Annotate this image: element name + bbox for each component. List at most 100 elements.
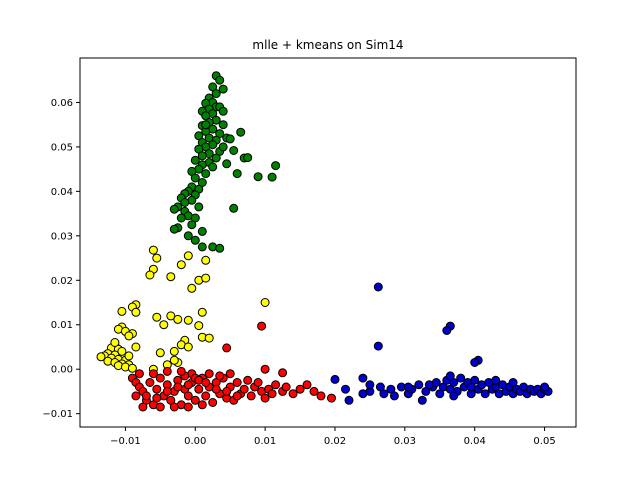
point-cluster-red-48 <box>281 382 291 392</box>
point-cluster-yellow-29 <box>204 333 214 343</box>
point-cluster-blue-56 <box>424 380 434 390</box>
point-cluster-green-4 <box>211 89 221 99</box>
point-cluster-red-62 <box>169 402 179 412</box>
point-cluster-yellow-11 <box>260 298 270 307</box>
point-cluster-yellow-32 <box>183 342 193 352</box>
point-cluster-blue-6 <box>330 374 340 384</box>
point-cluster-green-29 <box>197 151 207 161</box>
point-cluster-blue-59 <box>466 382 476 392</box>
point-cluster-red-28 <box>208 398 218 407</box>
point-cluster-yellow-16 <box>152 312 162 322</box>
point-cluster-green-67 <box>243 153 253 163</box>
points-layer <box>96 71 553 412</box>
point-cluster-red-70 <box>141 391 151 401</box>
point-cluster-red-24 <box>194 384 204 394</box>
point-cluster-blue-54 <box>540 382 550 392</box>
point-cluster-yellow-21 <box>194 321 204 331</box>
point-cluster-green-63 <box>215 243 225 253</box>
point-cluster-yellow-58 <box>124 351 134 361</box>
series-cluster-green <box>169 71 281 253</box>
x-tick-label: 0.04 <box>464 436 486 447</box>
point-cluster-red-77 <box>211 384 221 394</box>
point-cluster-yellow-15 <box>131 307 141 317</box>
point-cluster-green-78 <box>218 106 228 116</box>
point-cluster-yellow-56 <box>169 355 179 365</box>
point-cluster-green-15 <box>218 120 228 130</box>
point-cluster-red-61 <box>155 402 165 412</box>
point-cluster-green-75 <box>222 159 232 169</box>
point-cluster-green-61 <box>197 242 207 252</box>
point-cluster-yellow-57 <box>131 342 141 352</box>
point-cluster-red-59 <box>215 371 225 381</box>
point-cluster-blue-2 <box>442 326 452 335</box>
y-tick-label: 0.01 <box>51 320 73 331</box>
point-cluster-red-49 <box>288 389 298 399</box>
point-cluster-yellow-27 <box>124 331 134 341</box>
y-tick-label: 0.06 <box>51 98 73 109</box>
point-cluster-green-51 <box>169 204 179 214</box>
point-cluster-yellow-6 <box>183 251 193 261</box>
point-cluster-green-37 <box>201 169 211 179</box>
point-cluster-green-68 <box>253 172 263 182</box>
point-cluster-yellow-10 <box>187 283 197 293</box>
point-cluster-green-60 <box>190 235 200 245</box>
y-tick-label: 0.05 <box>51 142 73 153</box>
point-cluster-red-60 <box>138 402 148 412</box>
point-cluster-blue-58 <box>449 391 459 401</box>
point-cluster-yellow-42 <box>96 352 106 362</box>
point-cluster-red-66 <box>148 369 158 379</box>
point-cluster-blue-28 <box>456 373 466 383</box>
point-cluster-green-38 <box>190 173 200 183</box>
point-cluster-green-74 <box>218 142 228 152</box>
point-cluster-red-21 <box>183 391 193 401</box>
point-cluster-red-73 <box>173 382 183 392</box>
y-tick-label: 0.02 <box>51 276 73 287</box>
y-tick-label: 0.03 <box>51 231 73 242</box>
point-cluster-blue-5 <box>470 358 480 367</box>
point-cluster-yellow-22 <box>159 320 169 330</box>
x-tick-label: 0.05 <box>533 436 555 447</box>
point-cluster-red-58 <box>204 369 214 379</box>
point-cluster-red-67 <box>162 366 172 376</box>
point-cluster-yellow-34 <box>155 348 165 358</box>
point-cluster-red-63 <box>183 402 193 412</box>
point-cluster-green-58 <box>183 231 193 241</box>
point-cluster-green-1 <box>215 75 225 85</box>
x-tick-label: 0.03 <box>394 436 416 447</box>
point-cluster-green-49 <box>194 202 204 212</box>
point-cluster-green-57 <box>169 224 179 234</box>
point-cluster-green-59 <box>197 226 207 236</box>
point-cluster-blue-18 <box>417 395 427 405</box>
point-cluster-yellow-9 <box>201 273 211 283</box>
point-cluster-red-45 <box>267 389 277 399</box>
point-cluster-green-53 <box>176 213 186 223</box>
point-cluster-red-46 <box>271 380 281 390</box>
point-cluster-red-69 <box>225 369 235 379</box>
point-cluster-blue-63 <box>491 375 501 385</box>
point-cluster-red-54 <box>327 393 336 403</box>
point-cluster-green-55 <box>187 220 197 230</box>
point-cluster-yellow-4 <box>166 272 176 282</box>
x-tick-label: −0.01 <box>110 436 141 447</box>
point-cluster-red-50 <box>295 384 305 394</box>
x-tick-label: 0.01 <box>254 436 276 447</box>
point-cluster-green-31 <box>190 155 200 165</box>
point-cluster-blue-62 <box>358 373 368 383</box>
point-cluster-green-65 <box>236 127 246 137</box>
point-cluster-yellow-20 <box>183 315 193 325</box>
point-cluster-green-79 <box>201 120 211 130</box>
point-cluster-yellow-1 <box>152 253 162 263</box>
point-cluster-red-35 <box>232 378 242 387</box>
plot-area <box>79 57 577 428</box>
point-cluster-green-64 <box>229 146 239 155</box>
point-cluster-yellow-17 <box>166 311 176 321</box>
point-cluster-yellow-18 <box>173 314 183 324</box>
series-cluster-blue <box>330 282 553 405</box>
point-cluster-green-47 <box>180 198 190 207</box>
point-cluster-blue-64 <box>508 378 518 387</box>
point-cluster-blue-17 <box>414 380 424 390</box>
point-cluster-yellow-14 <box>117 306 127 316</box>
point-cluster-red-53 <box>316 391 326 401</box>
point-cluster-blue-35 <box>480 389 490 399</box>
point-cluster-green-69 <box>267 172 277 182</box>
